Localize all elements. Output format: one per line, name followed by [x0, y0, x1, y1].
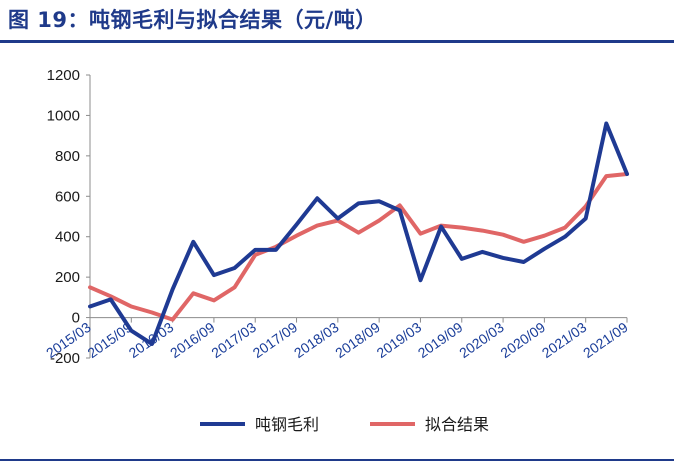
x-tick-label: 2021/09	[580, 319, 631, 361]
legend-item-fitted-label: 拟合结果	[425, 415, 489, 434]
y-tick-label: 1200	[47, 67, 80, 84]
x-tick-label: 2020/09	[497, 319, 548, 361]
x-tick-label: 2017/03	[208, 319, 259, 361]
y-tick-label: -200	[50, 350, 80, 367]
bottom-rule	[0, 459, 674, 461]
x-tick-label: 2020/03	[456, 319, 507, 361]
series-line-fitted	[88, 172, 629, 322]
x-tick-label: 2017/09	[250, 319, 301, 361]
y-axis-ticks: -200 0 200 400 600 800 1000 1200	[47, 67, 90, 367]
x-tick-label: 2016/03	[126, 319, 177, 361]
y-tick-label: 600	[55, 188, 80, 205]
title-rule	[0, 40, 674, 43]
chart-axes	[89, 75, 627, 358]
series-lines	[88, 121, 629, 346]
x-tick-label: 2016/09	[167, 319, 218, 361]
x-tick-label: 2021/03	[539, 319, 590, 361]
y-tick-label: 0	[72, 310, 80, 327]
y-tick-label: 1000	[47, 107, 80, 124]
series-line-actual	[88, 121, 629, 346]
x-tick-label: 2019/03	[374, 319, 425, 361]
x-tick-label: 2019/09	[415, 319, 466, 361]
x-axis-ticks: 2015/032015/092016/032016/092017/032017/…	[43, 317, 631, 361]
y-tick-label: 800	[55, 148, 80, 165]
y-tick-label: 200	[55, 269, 80, 286]
chart-legend: 吨钢毛利 拟合结果	[200, 415, 489, 434]
x-tick-label: 2018/03	[291, 319, 342, 361]
legend-item-actual-label: 吨钢毛利	[255, 415, 319, 434]
x-tick-label: 2018/09	[332, 319, 383, 361]
figure-title: 图 19：吨钢毛利与拟合结果（元/吨）	[8, 8, 377, 32]
y-tick-label: 400	[55, 229, 80, 246]
